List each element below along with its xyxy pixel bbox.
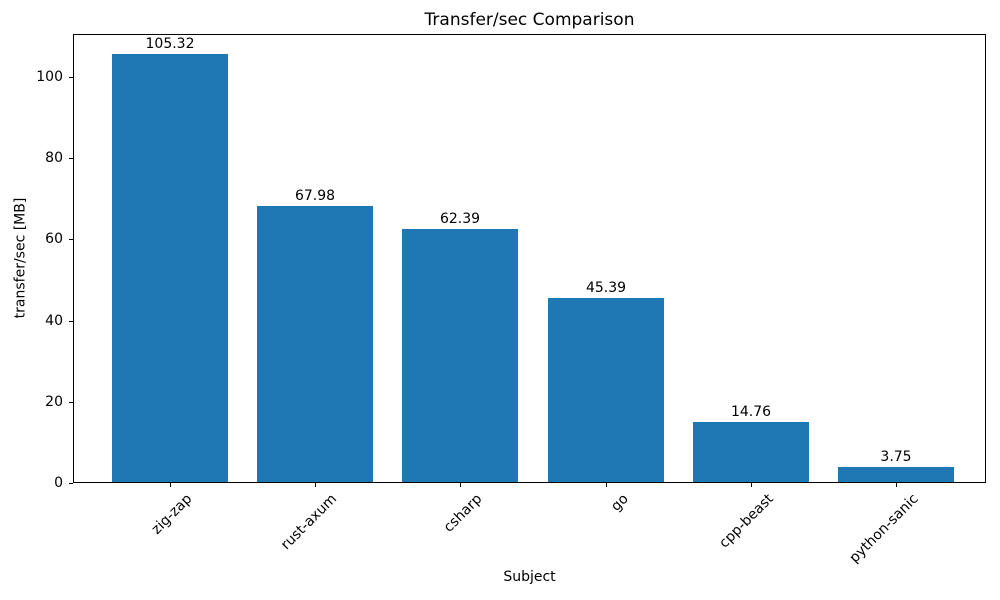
y-tick-label-0: 0	[54, 475, 63, 491]
y-tick-mark	[69, 321, 73, 322]
x-tick-mark	[751, 483, 752, 487]
bar-zig-zap	[112, 54, 228, 482]
x-tick-label-zig-zap: zig-zap	[148, 491, 196, 538]
y-tick-mark	[69, 158, 73, 159]
bar-rust-axum	[257, 206, 373, 482]
bar-value-label-csharp: 62.39	[439, 211, 481, 227]
y-tick-label-40: 40	[45, 313, 63, 329]
x-tick-label-rust-axum: rust-axum	[278, 491, 341, 554]
y-tick-label-60: 60	[45, 231, 63, 247]
y-tick-mark	[69, 483, 73, 484]
x-axis-label: Subject	[503, 569, 556, 585]
x-tick-mark	[606, 483, 607, 487]
x-tick-label-go: go	[607, 491, 632, 515]
bar-cpp-beast	[693, 422, 809, 482]
bar-value-label-cpp-beast: 14.76	[730, 404, 772, 420]
bar-value-label-go: 45.39	[585, 280, 627, 296]
chart-title: Transfer/sec Comparison	[424, 10, 635, 30]
x-tick-mark	[315, 483, 316, 487]
bar-value-label-python-sanic: 3.75	[880, 449, 912, 465]
x-tick-label-python-sanic: python-sanic	[846, 491, 922, 567]
bar-go	[548, 298, 664, 482]
y-tick-label-100: 100	[36, 69, 63, 85]
y-tick-mark	[69, 402, 73, 403]
x-tick-label-csharp: csharp	[440, 491, 486, 536]
x-tick-mark	[170, 483, 171, 487]
bar-csharp	[402, 229, 518, 482]
bar-python-sanic	[838, 467, 954, 482]
y-axis-label: transfer/sec [MB]	[12, 197, 29, 319]
plot-area	[73, 34, 986, 483]
x-tick-mark	[896, 483, 897, 487]
bar-value-label-zig-zap: 105.32	[145, 36, 195, 52]
x-tick-label-cpp-beast: cpp-beast	[715, 491, 777, 552]
y-tick-label-80: 80	[45, 150, 63, 166]
y-tick-label-20: 20	[45, 394, 63, 410]
y-tick-mark	[69, 239, 73, 240]
y-tick-mark	[69, 77, 73, 78]
x-tick-mark	[460, 483, 461, 487]
bar-value-label-rust-axum: 67.98	[294, 188, 336, 204]
